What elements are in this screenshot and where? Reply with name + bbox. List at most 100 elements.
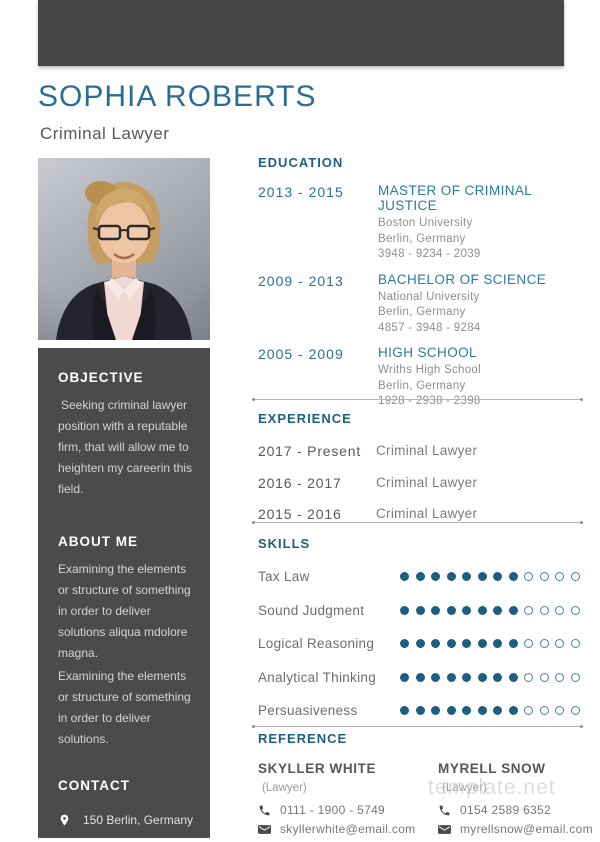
rating-dot-empty	[555, 672, 564, 682]
rating-dot-filled	[400, 605, 409, 615]
section-divider	[252, 398, 583, 401]
rating-dot-empty	[570, 672, 580, 682]
education-section: EDUCATION 2013 - 2015 MASTER OF CRIMINAL…	[258, 155, 582, 419]
rating-dot-empty	[555, 639, 564, 648]
education-entry: 2013 - 2015 MASTER OF CRIMINAL JUSTICE B…	[258, 183, 582, 263]
rating-dot-filled	[446, 672, 456, 682]
skills-section: SKILLS Tax Law Sound Judgment Logical Re…	[258, 536, 582, 737]
objective-text: Seeking criminal lawyer position with a …	[58, 398, 193, 496]
skill-label: Persuasiveness	[258, 703, 358, 718]
rating-dot-filled	[493, 706, 502, 715]
reference-card: MYRELL SNOW (Lawyer) 0154 2589 6352 myre…	[438, 760, 596, 841]
rating-dot-filled	[462, 706, 471, 715]
education-heading: EDUCATION	[258, 155, 344, 170]
reference-phone: 0111 - 1900 - 5749	[280, 803, 386, 817]
rating-dot-filled	[400, 706, 409, 715]
education-entry: 2005 - 2009 HIGH SCHOOL Wriths High Scho…	[258, 345, 582, 410]
rating-dot-empty	[539, 572, 549, 581]
education-phone: 3948 - 9234 - 2039	[378, 248, 481, 260]
rating-dot-filled	[508, 572, 518, 581]
experience-row: 2017 - Present Criminal Lawyer	[258, 443, 582, 459]
rating-dot-filled	[462, 605, 471, 615]
phone-icon	[258, 804, 272, 817]
skill-label: Analytical Thinking	[258, 669, 377, 685]
rating-dot-filled	[493, 572, 502, 581]
rating-dot-filled	[477, 672, 487, 682]
rating-dot-filled	[446, 605, 456, 615]
rating-dot-filled	[493, 605, 502, 615]
rating-dot-empty	[570, 639, 580, 648]
education-entry: 2009 - 2013 BACHELOR OF SCIENCE National…	[258, 272, 582, 337]
reference-name: SKYLLER WHITE	[258, 761, 377, 776]
rating-dot-empty	[555, 572, 564, 581]
skill-label: Tax Law	[258, 569, 310, 584]
rating-dot-empty	[524, 605, 533, 615]
reference-role: (Lawyer)	[262, 782, 307, 794]
contact-heading: CONTACT	[58, 778, 130, 793]
rating-dot-filled	[508, 672, 518, 682]
rating-dot-empty	[524, 572, 533, 581]
rating-dot-filled	[493, 672, 502, 682]
reference-email-row: skyllerwhite@email.com	[258, 822, 416, 836]
rating-dot-filled	[400, 672, 409, 682]
job-title: Criminal Lawyer	[40, 124, 170, 143]
rating-dot-empty	[570, 706, 580, 715]
rating-dot-empty	[555, 706, 564, 715]
rating-dot-filled	[415, 572, 425, 581]
skill-label: Logical Reasoning	[258, 636, 375, 651]
rating-dot-empty	[524, 706, 533, 715]
rating-dot-empty	[539, 605, 549, 615]
education-degree: BACHELOR OF SCIENCE	[378, 271, 547, 287]
education-degree: HIGH SCHOOL	[378, 345, 477, 360]
rating-dot-filled	[477, 605, 487, 615]
rating-dot-filled	[508, 639, 518, 648]
education-degree: MASTER OF CRIMINAL JUSTICE	[378, 183, 532, 213]
skill-rating	[400, 572, 580, 581]
contact-location-row: 150 Berlin, Germany	[58, 811, 194, 830]
rating-dot-filled	[508, 605, 518, 615]
reference-email: skyllerwhite@email.com	[280, 822, 416, 836]
rating-dot-filled	[446, 706, 456, 715]
rating-dot-filled	[415, 672, 425, 682]
rating-dot-empty	[539, 639, 549, 648]
rating-dot-filled	[446, 572, 456, 581]
rating-dot-filled	[415, 605, 425, 615]
education-school: Wriths High School	[378, 364, 481, 376]
reference-email-row: myrellsnow@email.com	[438, 822, 596, 836]
education-location: Berlin, Germany	[378, 379, 466, 392]
reference-card: SKYLLER WHITE (Lawyer) 0111 - 1900 - 574…	[258, 760, 416, 841]
objective-heading: OBJECTIVE	[58, 370, 144, 385]
skill-rating	[400, 605, 580, 615]
rating-dot-filled	[477, 639, 487, 648]
location-pin-icon	[58, 812, 73, 828]
experience-section: EXPERIENCE 2017 - Present Criminal Lawye…	[258, 411, 582, 538]
reference-name: MYRELL SNOW	[438, 761, 546, 776]
section-divider	[252, 725, 583, 728]
rating-dot-filled	[431, 672, 440, 682]
experience-role: Criminal Lawyer	[376, 474, 478, 490]
rating-dot-filled	[446, 639, 456, 648]
experience-dates: 2015 - 2016	[258, 506, 342, 522]
rating-dot-filled	[462, 639, 471, 648]
reference-heading: REFERENCE	[258, 731, 348, 746]
skills-heading: SKILLS	[258, 536, 311, 551]
rating-dot-filled	[508, 706, 518, 715]
rating-dot-empty	[570, 605, 580, 615]
experience-dates: 2017 - Present	[258, 443, 362, 459]
reference-phone-row: 0154 2589 6352	[438, 803, 596, 817]
reference-email: myrellsnow@email.com	[460, 822, 593, 836]
education-location: Berlin, Germany	[378, 232, 466, 245]
education-dates: 2013 - 2015	[258, 184, 344, 200]
experience-heading: EXPERIENCE	[258, 411, 352, 426]
rating-dot-filled	[415, 706, 425, 715]
skill-row: Persuasiveness	[258, 703, 582, 718]
top-banner	[38, 0, 564, 66]
skill-rating	[400, 639, 580, 648]
skill-row: Tax Law	[258, 569, 582, 584]
rating-dot-filled	[477, 572, 487, 581]
reference-phone-row: 0111 - 1900 - 5749	[258, 803, 416, 817]
rating-dot-filled	[493, 639, 502, 648]
about-heading: ABOUT ME	[58, 534, 138, 549]
page-title: SOPHIA ROBERTS	[38, 80, 317, 113]
